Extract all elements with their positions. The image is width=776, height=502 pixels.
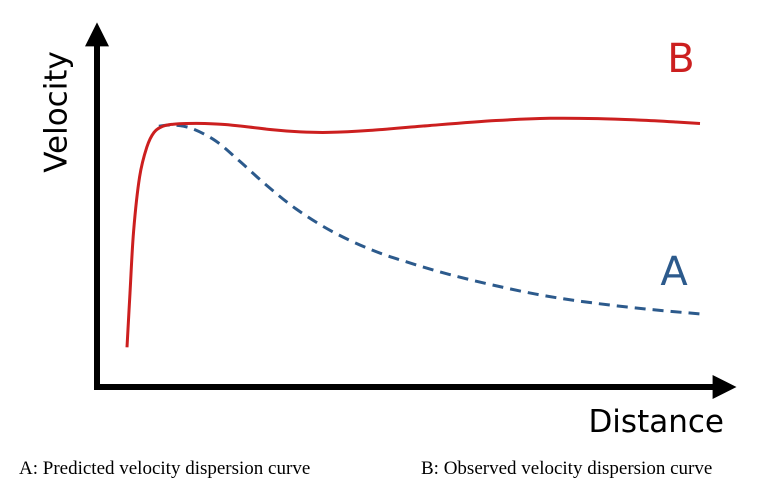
series-a-line [158, 123, 701, 316]
x-axis-label: Distance [588, 404, 724, 440]
series-a-label: A [660, 249, 688, 295]
caption-observed-curve: B: Observed velocity dispersion curve [421, 458, 713, 479]
y-axis-label: Velocity [39, 51, 75, 173]
series-b-line [125, 116, 701, 348]
caption-predicted-curve: A: Predicted velocity dispersion curve [19, 458, 311, 479]
series-b-label: B [667, 36, 694, 82]
series-layer [125, 116, 701, 348]
